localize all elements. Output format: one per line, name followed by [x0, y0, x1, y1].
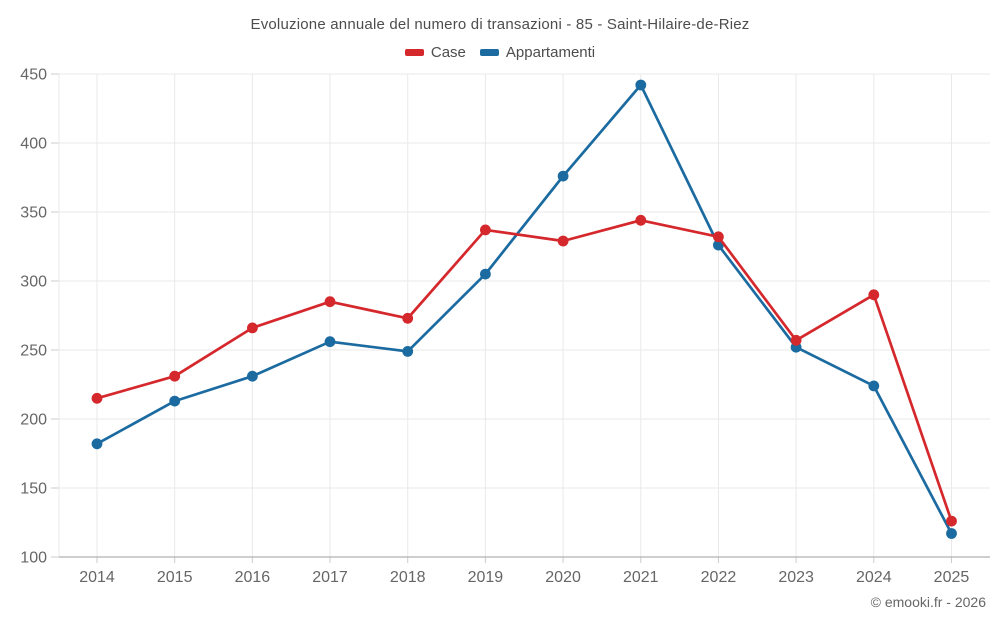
data-point-case-2024 [868, 289, 880, 301]
data-point-appartamenti-2019 [480, 268, 491, 280]
x-tick-label: 2020 [545, 569, 581, 586]
y-tick-label: 450 [20, 67, 47, 84]
y-tick-label: 250 [20, 343, 47, 360]
legend-item-appartamenti: Appartamenti [479, 44, 596, 61]
data-point-appartamenti-2015 [169, 395, 181, 407]
data-point-case-2021 [635, 214, 647, 226]
data-point-appartamenti-2016 [247, 370, 258, 382]
legend-swatch-case-icon [404, 49, 424, 56]
chart-legend: Case Appartamenti [0, 44, 1000, 61]
series-line-case [95, 218, 953, 523]
x-tick-label: 2022 [701, 569, 737, 586]
x-tick-label: 2023 [778, 569, 814, 586]
data-point-case-2022 [713, 231, 724, 243]
y-tick-label: 350 [20, 205, 47, 222]
data-point-case-2015 [169, 370, 181, 382]
data-point-appartamenti-2024 [868, 380, 880, 392]
data-point-case-2023 [790, 334, 802, 346]
data-point-appartamenti-2021 [635, 79, 647, 91]
data-point-case-2014 [91, 392, 103, 404]
x-tick-label: 2021 [623, 569, 659, 586]
legend-label-case: Case [430, 44, 466, 61]
y-tick-label: 300 [20, 274, 47, 291]
series-line-appartamenti [95, 83, 953, 535]
data-point-appartamenti-2018 [402, 346, 414, 357]
y-tick-label: 200 [20, 412, 47, 429]
x-tick-label: 2017 [312, 569, 348, 586]
chart-title: Evoluzione annuale del numero di transaz… [250, 16, 750, 33]
x-tick-label: 2016 [235, 569, 271, 586]
legend-item-case: Case [404, 44, 466, 61]
data-point-appartamenti-2014 [91, 438, 103, 450]
gridlines: 100 150 200 250 300 350 400 450 2014 2015 2016 2017… [20, 67, 990, 586]
x-tick-label: 2018 [390, 569, 426, 586]
data-point-case-2018 [402, 312, 414, 324]
data-point-appartamenti-2025 [946, 528, 957, 539]
x-tick-label: 2025 [934, 569, 970, 586]
data-point-case-2019 [480, 224, 491, 236]
y-tick-label: 100 [20, 550, 47, 567]
y-tick-label: 150 [20, 481, 47, 498]
data-point-case-2025 [946, 515, 957, 527]
x-tick-label: 2015 [157, 569, 193, 586]
data-point-case-2016 [247, 322, 258, 334]
data-point-case-2020 [557, 235, 569, 247]
data-point-appartamenti-2020 [557, 170, 569, 182]
legend-swatch-appartamenti-icon [479, 49, 499, 56]
x-tick-label: 2014 [79, 569, 115, 586]
legend-label-appartamenti: Appartamenti [505, 44, 596, 61]
x-tick-label: 2019 [468, 569, 504, 586]
y-tick-label: 400 [20, 136, 47, 153]
data-point-appartamenti-2017 [324, 336, 336, 348]
x-tick-label: 2024 [856, 569, 892, 586]
credit-text: © emooki.fr - 2026 [870, 594, 986, 610]
data-point-case-2017 [324, 296, 336, 308]
